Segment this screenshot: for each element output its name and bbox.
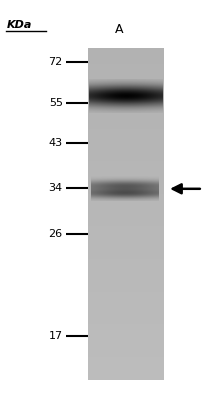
- Text: A: A: [115, 23, 123, 36]
- Text: 34: 34: [48, 183, 63, 193]
- Text: 43: 43: [48, 138, 63, 148]
- Text: 55: 55: [49, 98, 63, 108]
- Text: 72: 72: [48, 57, 63, 67]
- Text: KDa: KDa: [6, 20, 32, 30]
- Text: 17: 17: [48, 331, 63, 341]
- Text: 26: 26: [48, 229, 63, 239]
